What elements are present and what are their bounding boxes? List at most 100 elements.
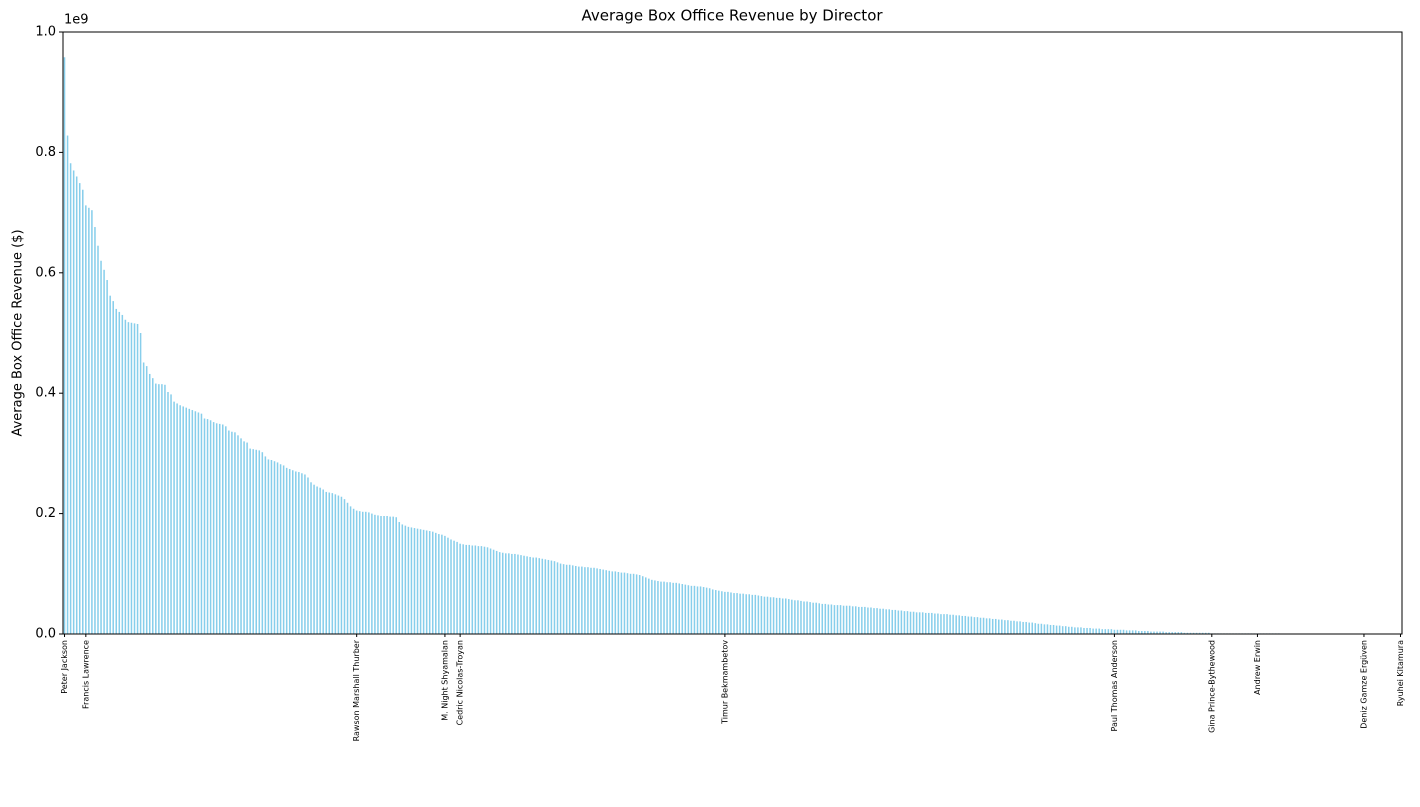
bar bbox=[642, 576, 644, 634]
bar bbox=[837, 605, 839, 634]
bar bbox=[895, 610, 897, 634]
bar bbox=[505, 553, 507, 634]
bar bbox=[812, 603, 814, 634]
bar bbox=[697, 586, 699, 634]
bar bbox=[888, 609, 890, 634]
bar bbox=[374, 515, 376, 634]
bar bbox=[1120, 630, 1122, 634]
bar bbox=[499, 552, 501, 634]
bar bbox=[356, 511, 358, 634]
bar bbox=[341, 497, 343, 634]
bar bbox=[584, 567, 586, 634]
bar bbox=[1098, 629, 1100, 634]
bar bbox=[228, 431, 230, 634]
x-tick-label: Rawson Marshall Thurber bbox=[352, 639, 361, 741]
bar bbox=[958, 615, 960, 634]
bar bbox=[274, 461, 276, 634]
bar bbox=[992, 619, 994, 634]
bar bbox=[122, 315, 124, 634]
bar bbox=[435, 533, 437, 634]
bar bbox=[545, 559, 547, 634]
bar bbox=[167, 392, 169, 634]
y-tick-label: 1.0 bbox=[35, 25, 56, 40]
bar bbox=[462, 544, 464, 634]
bar bbox=[149, 374, 151, 634]
bar bbox=[252, 449, 254, 634]
bar bbox=[1132, 630, 1134, 634]
bar bbox=[1108, 629, 1110, 634]
bar bbox=[1004, 620, 1006, 634]
bar bbox=[1105, 629, 1107, 634]
bar bbox=[268, 459, 270, 634]
bar bbox=[554, 561, 556, 634]
bar bbox=[825, 604, 827, 634]
bar bbox=[383, 516, 385, 634]
x-tick-label: Gina Prince-Bythewood bbox=[1207, 640, 1216, 733]
bar bbox=[450, 539, 452, 634]
bar bbox=[855, 606, 857, 634]
bar bbox=[761, 596, 763, 634]
bar bbox=[399, 522, 401, 634]
bar bbox=[222, 425, 224, 634]
bar bbox=[106, 280, 108, 634]
bar bbox=[727, 592, 729, 634]
bar bbox=[1059, 626, 1061, 634]
bar bbox=[776, 598, 778, 634]
bar bbox=[578, 567, 580, 634]
bar bbox=[618, 572, 620, 634]
bar bbox=[1135, 630, 1137, 634]
bar bbox=[788, 599, 790, 634]
bar bbox=[508, 553, 510, 634]
bar bbox=[648, 579, 650, 634]
bar bbox=[1077, 627, 1079, 634]
bar bbox=[64, 57, 66, 634]
bar bbox=[980, 618, 982, 634]
bar bbox=[922, 612, 924, 634]
bar bbox=[304, 474, 306, 634]
bar bbox=[733, 593, 735, 634]
bar bbox=[630, 574, 632, 634]
bar bbox=[840, 605, 842, 634]
bar bbox=[605, 570, 607, 634]
y-tick-label: 0.0 bbox=[35, 627, 56, 642]
bar bbox=[791, 600, 793, 634]
bar bbox=[660, 582, 662, 634]
bar bbox=[535, 558, 537, 634]
bar bbox=[538, 558, 540, 634]
bar bbox=[770, 597, 772, 634]
bar bbox=[517, 555, 519, 634]
x-tick-label: Timur Bekmambetov bbox=[720, 640, 729, 725]
bar bbox=[612, 571, 614, 634]
bar bbox=[1056, 626, 1058, 634]
bar bbox=[210, 420, 212, 634]
bar bbox=[675, 583, 677, 634]
bar bbox=[185, 408, 187, 634]
bar bbox=[313, 485, 315, 634]
bar bbox=[709, 588, 711, 634]
bar bbox=[608, 571, 610, 634]
bar bbox=[715, 590, 717, 634]
bar bbox=[423, 530, 425, 634]
bar bbox=[961, 616, 963, 634]
bar bbox=[520, 555, 522, 634]
bar bbox=[371, 514, 373, 634]
bar bbox=[1083, 628, 1085, 634]
bar bbox=[192, 410, 194, 634]
bar bbox=[359, 511, 361, 634]
bar bbox=[818, 603, 820, 634]
bar bbox=[438, 534, 440, 634]
bar bbox=[392, 517, 394, 634]
bar bbox=[560, 564, 562, 634]
bar bbox=[155, 384, 157, 634]
bar bbox=[100, 261, 102, 634]
bar bbox=[176, 403, 178, 634]
bar bbox=[1053, 625, 1055, 634]
bar bbox=[885, 609, 887, 634]
bar bbox=[678, 583, 680, 634]
bar bbox=[292, 470, 294, 634]
bar bbox=[526, 556, 528, 634]
bar bbox=[219, 424, 221, 634]
bar bbox=[986, 618, 988, 634]
bar bbox=[325, 492, 327, 634]
